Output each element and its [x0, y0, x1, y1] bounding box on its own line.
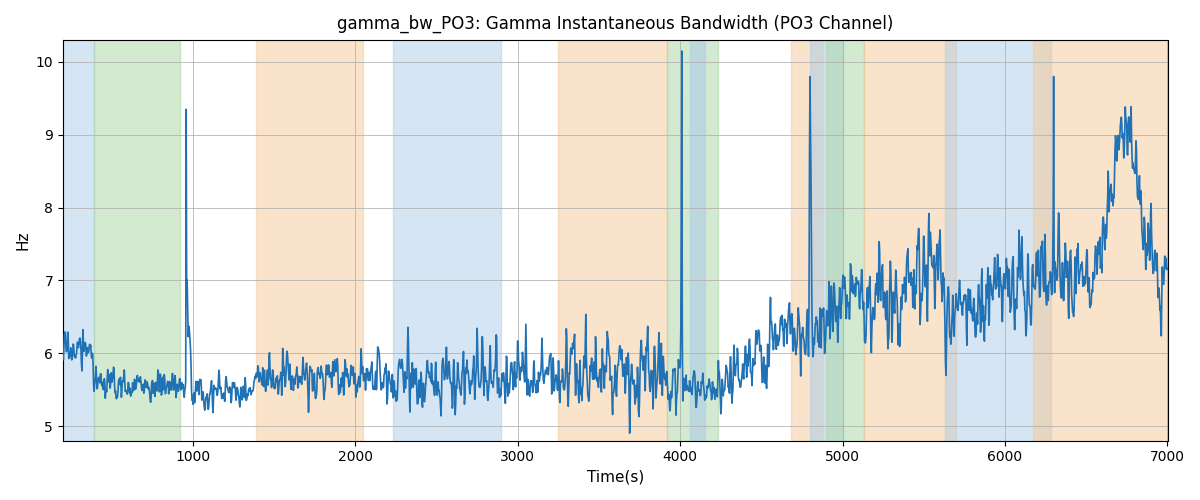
- Bar: [392, 40, 502, 440]
- Bar: [864, 40, 956, 440]
- Bar: [558, 40, 667, 440]
- Bar: [810, 40, 842, 440]
- Title: gamma_bw_PO3: Gamma Instantaneous Bandwidth (PO3 Channel): gamma_bw_PO3: Gamma Instantaneous Bandwi…: [337, 15, 893, 34]
- Bar: [62, 40, 94, 440]
- X-axis label: Time(s): Time(s): [587, 470, 644, 485]
- Bar: [94, 40, 180, 440]
- Bar: [1033, 40, 1169, 440]
- Bar: [690, 40, 704, 440]
- Bar: [827, 40, 864, 440]
- Bar: [257, 40, 364, 440]
- Bar: [791, 40, 823, 440]
- Bar: [944, 40, 1050, 440]
- Y-axis label: Hz: Hz: [16, 230, 30, 250]
- Bar: [667, 40, 718, 440]
